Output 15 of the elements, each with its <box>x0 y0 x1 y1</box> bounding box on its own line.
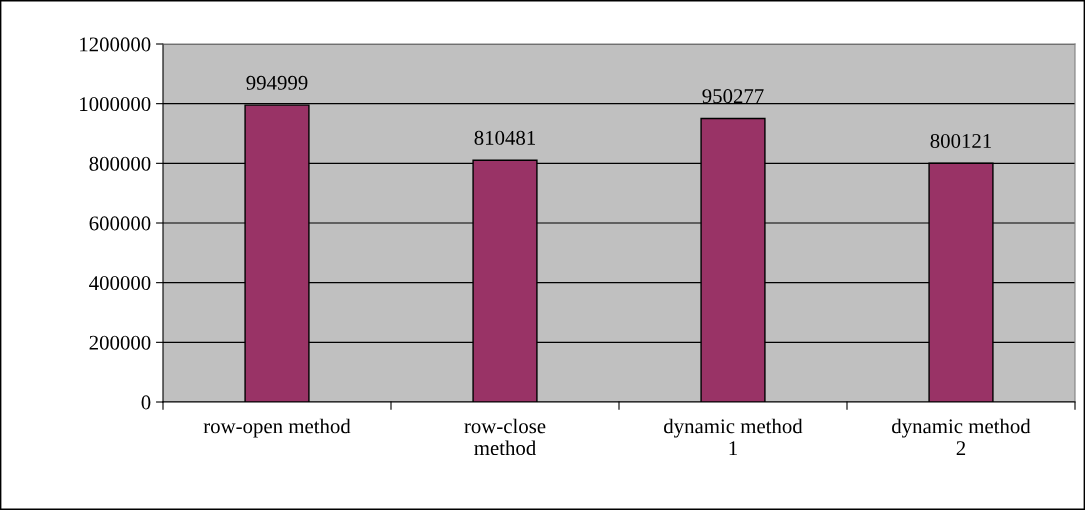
x-tick-label: dynamic method 1 <box>664 418 803 455</box>
y-tick-label: 200000 <box>89 335 151 350</box>
y-tick-label: 800000 <box>89 156 151 171</box>
y-tick-label: 1200000 <box>80 37 151 52</box>
x-tick-label: dynamic method 2 <box>892 418 1031 455</box>
data-label: 800121 <box>930 133 991 148</box>
data-label: 994999 <box>246 75 308 90</box>
data-label: 810481 <box>474 130 535 145</box>
data-label: 950277 <box>702 89 764 104</box>
y-tick-label: 400000 <box>89 276 151 291</box>
y-tick-label: 1000000 <box>80 97 151 112</box>
y-tick-label: 0 <box>141 395 151 410</box>
y-tick-label: 600000 <box>89 216 151 231</box>
x-tick-label: row-open method <box>203 418 351 438</box>
x-tick-label: row-close method <box>464 418 546 456</box>
